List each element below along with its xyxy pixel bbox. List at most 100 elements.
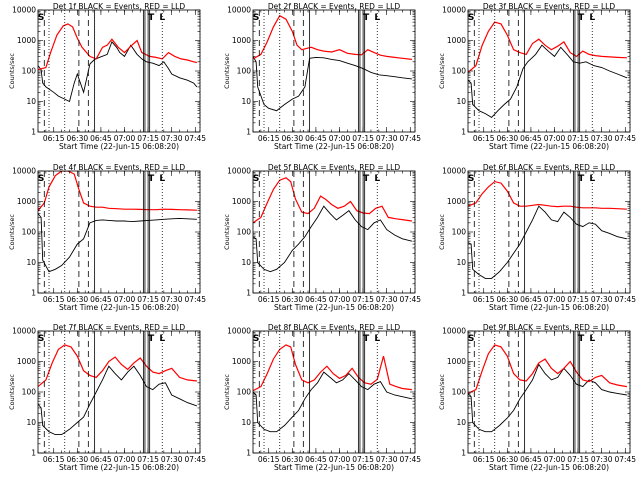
y-tick-label: 1000 [17, 357, 36, 366]
series-line-events [468, 205, 627, 279]
marker-label: L [589, 13, 595, 23]
series-line-lld [253, 14, 412, 60]
panel-8: Det 8f BLACK = Events, RED = LLD S T L 1 10 10… [223, 323, 421, 472]
y-axis-label: Counts/sec [223, 214, 231, 250]
x-tick-label: 07:00 [544, 295, 566, 304]
x-tick-label: 07:30 [376, 134, 398, 143]
x-tick-label: 07:45 [399, 295, 421, 304]
x-tick-label: 07:15 [352, 295, 374, 304]
y-axis-label: Counts/sec [223, 53, 231, 89]
x-tick-label: 07:45 [614, 295, 636, 304]
series-group [468, 21, 628, 118]
series-line-events [38, 365, 198, 436]
y-tick-label: 100 [452, 388, 467, 397]
marker-label: S [253, 174, 259, 184]
x-tick-label: 07:45 [184, 134, 206, 143]
x-tick-label: 06:45 [520, 134, 542, 143]
x-tick-label: 07:30 [591, 134, 613, 143]
panel-title: Det 3f BLACK = Events, RED = LLD [483, 2, 616, 11]
x-tick-label: 06:45 [520, 455, 542, 464]
marker-label: T [148, 334, 155, 344]
panel-2: Det 2f BLACK = Events, RED = LLD S T L 1 10 10… [223, 2, 421, 151]
x-tick-label: 06:30 [282, 134, 304, 143]
panel-6: Det 6f BLACK = Events, RED = LLD S T L 1 10 10… [438, 163, 636, 312]
plot-frame [37, 330, 201, 454]
panel-title: Det 8f BLACK = Events, RED = LLD [268, 323, 401, 332]
x-axis-label: Start Time (22-Jun-15 06:08:20) [274, 303, 394, 312]
x-axis-label: Start Time (22-Jun-15 06:08:20) [489, 142, 609, 151]
plot-frame [37, 170, 201, 294]
y-tick-label: 10000 [227, 6, 251, 15]
x-tick-label: 06:15 [258, 295, 280, 304]
x-tick-label: 07:45 [614, 134, 636, 143]
marker-label: L [159, 334, 165, 344]
x-tick-label: 07:30 [376, 295, 398, 304]
marker-label: S [468, 13, 474, 23]
x-tick-label: 07:15 [352, 134, 374, 143]
y-tick-label: 10 [241, 97, 251, 106]
x-tick-label: 07:00 [329, 295, 351, 304]
marker-label: T [578, 174, 585, 184]
panel-1: Det 1f BLACK = Events, RED = LLD S T L 1 10 10… [8, 2, 206, 151]
series-group [38, 23, 198, 103]
x-tick-label: 06:15 [43, 295, 65, 304]
y-tick-label: 10000 [12, 167, 36, 176]
y-tick-label: 100 [452, 228, 467, 237]
y-tick-label: 100 [237, 388, 252, 397]
marker-label: T [148, 13, 155, 23]
marker-label: T [148, 174, 155, 184]
x-tick-label: 07:00 [544, 134, 566, 143]
y-tick-label: 100 [237, 228, 252, 237]
x-tick-label: 07:15 [567, 455, 589, 464]
y-tick-label: 1 [246, 289, 251, 298]
y-axis-label: Counts/sec [8, 214, 16, 250]
x-tick-label: 06:15 [258, 134, 280, 143]
x-tick-label: 06:45 [90, 134, 112, 143]
y-tick-label: 1 [31, 449, 36, 458]
series-line-lld [468, 180, 627, 210]
series-group [253, 344, 412, 433]
x-tick-label: 07:00 [114, 295, 136, 304]
x-axis-label: Start Time (22-Jun-15 06:08:20) [274, 463, 394, 472]
x-axis-label: Start Time (22-Jun-15 06:08:20) [59, 303, 179, 312]
x-tick-label: 06:30 [67, 455, 89, 464]
x-tick-label: 06:30 [67, 134, 89, 143]
panel-4: Det 4f BLACK = Events, RED = LLD S T L 1 10 10… [8, 163, 206, 312]
y-tick-label: 10 [241, 418, 251, 427]
marker-label: L [159, 13, 165, 23]
y-tick-label: 10000 [442, 167, 466, 176]
marker-label: S [253, 334, 259, 344]
marker-label: T [363, 334, 370, 344]
marker-label: T [578, 334, 585, 344]
x-tick-label: 07:00 [544, 455, 566, 464]
series-line-events [468, 363, 627, 433]
x-tick-label: 07:30 [161, 134, 183, 143]
y-tick-label: 100 [22, 388, 37, 397]
y-tick-label: 10 [241, 258, 251, 267]
marker-label: L [589, 334, 595, 344]
series-line-lld [468, 21, 627, 73]
x-tick-label: 07:00 [329, 134, 351, 143]
x-tick-label: 07:15 [137, 295, 159, 304]
series-line-lld [468, 344, 627, 394]
marker-label: T [363, 13, 370, 23]
x-tick-label: 07:45 [184, 295, 206, 304]
y-tick-label: 10000 [12, 327, 36, 336]
x-tick-label: 07:30 [591, 295, 613, 304]
marker-label: L [374, 13, 380, 23]
y-axis-label: Counts/sec [438, 214, 446, 250]
y-tick-label: 10000 [227, 167, 251, 176]
panel-title: Det 1f BLACK = Events, RED = LLD [53, 2, 186, 11]
x-tick-label: 07:30 [161, 295, 183, 304]
x-axis-label: Start Time (22-Jun-15 06:08:20) [59, 463, 179, 472]
x-tick-label: 06:45 [305, 134, 327, 143]
plot-frame [252, 330, 416, 454]
y-tick-label: 10 [456, 97, 466, 106]
x-tick-label: 06:45 [90, 455, 112, 464]
y-axis-label: Counts/sec [438, 53, 446, 89]
x-tick-label: 06:15 [43, 134, 65, 143]
x-tick-label: 06:45 [305, 295, 327, 304]
y-tick-label: 100 [22, 67, 37, 76]
series-line-events [253, 56, 412, 112]
x-axis-label: Start Time (22-Jun-15 06:08:20) [489, 303, 609, 312]
